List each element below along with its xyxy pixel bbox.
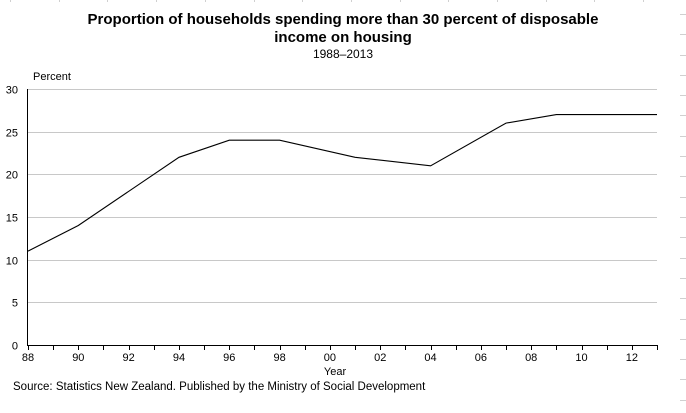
chart-title-line-1: Proportion of households spending more t…	[87, 11, 599, 28]
edge-decorations	[10, 0, 686, 401]
x-tick-label: 00	[324, 352, 336, 364]
y-tick-label: 15	[6, 213, 18, 225]
gridlines	[28, 89, 657, 303]
y-tick-label: 20	[6, 170, 18, 182]
x-tick-label: 94	[173, 352, 185, 364]
x-tick-label: 02	[374, 352, 386, 364]
x-tick-label: 08	[525, 352, 537, 364]
x-axis-label: Year	[324, 366, 347, 378]
y-tick-label: 25	[6, 128, 18, 140]
y-axis-tick-labels: 0 5 10 15 20 25 30	[6, 85, 18, 353]
chart-subtitle: 1988–2013	[312, 47, 374, 61]
x-tick-label: 04	[424, 352, 436, 364]
source-note: Source: Statistics New Zealand. Publishe…	[13, 381, 426, 393]
y-tick-label: 30	[6, 85, 18, 97]
x-tick-label: 92	[123, 352, 135, 364]
y-tick-label: 5	[12, 298, 18, 310]
x-tick-label: 90	[72, 352, 84, 364]
x-tick-label: 06	[475, 352, 487, 364]
chart-title: Proportion of households spending more t…	[0, 11, 686, 47]
y-axis-label: Percent	[33, 71, 71, 83]
x-tick-label: 98	[273, 352, 285, 364]
x-tick-label: 88	[22, 352, 34, 364]
x-tick-label: 12	[626, 352, 638, 364]
series-line	[27, 114, 657, 252]
series-group	[27, 114, 657, 252]
x-axis-tick-labels: 88 90 92 94 96 98 00 02 04 06 08 10 12	[22, 352, 638, 364]
x-tick-label: 96	[223, 352, 235, 364]
chart-title-line-2: income on housing	[274, 29, 412, 46]
y-tick-label: 10	[6, 256, 18, 268]
y-tick-label: 0	[12, 341, 18, 353]
x-tick-label: 10	[575, 352, 587, 364]
